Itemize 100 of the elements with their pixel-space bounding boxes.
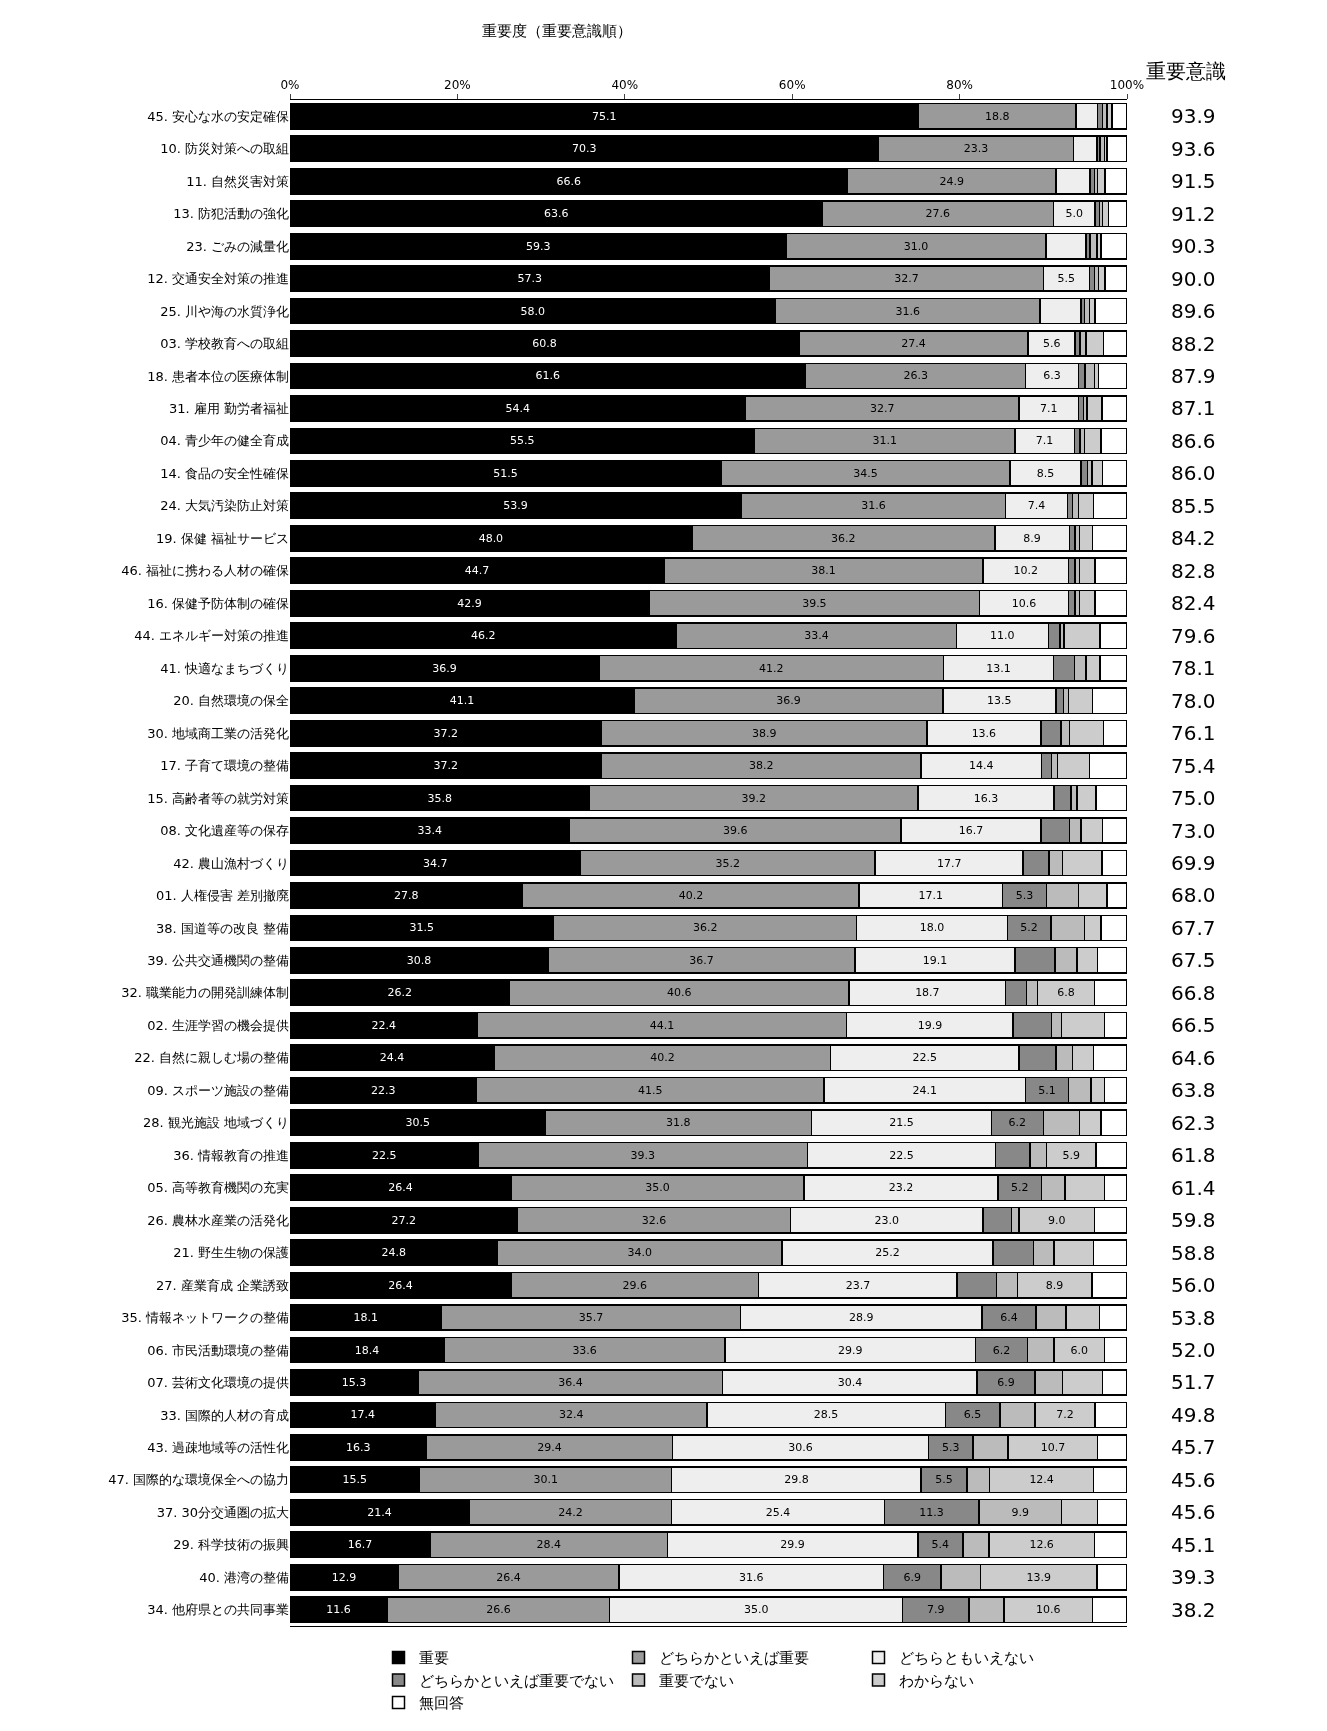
x-tick-label: 20%: [444, 78, 471, 93]
data-label: 37.2: [433, 726, 458, 740]
y-tick-label: 38. 国道等の改良 整備: [156, 920, 289, 936]
text: 38.2: [1171, 1598, 1216, 1622]
y-tick-label: 20. 自然環境の保全: [173, 693, 289, 709]
data-label: 7.4: [1027, 499, 1046, 513]
data-label: 27.8: [394, 888, 419, 902]
data-label: 35.0: [645, 1181, 670, 1195]
y-tick-label: 04. 青少年の健全育成: [160, 433, 289, 449]
y-tick-label: 07. 芸術文化環境の提供: [147, 1375, 289, 1391]
data-label: 44.1: [649, 1018, 675, 1032]
data-label: 35.0: [743, 1603, 769, 1617]
data-label: 24.8: [381, 1246, 407, 1260]
text: 89.6: [1171, 299, 1216, 323]
data-label: 23.3: [963, 142, 989, 156]
data-label: 30.1: [533, 1473, 558, 1487]
data-label: 32.4: [558, 1408, 584, 1422]
data-label: 5.2: [1011, 1181, 1029, 1195]
text: 61.4: [1171, 1176, 1216, 1200]
data-label: 31.5: [409, 921, 435, 935]
data-label: 5.0: [1065, 207, 1084, 221]
data-label: 23.2: [888, 1181, 914, 1195]
data-label: 26.4: [388, 1278, 413, 1292]
y-tick-label: 43. 過疎地域等の活性化: [147, 1439, 289, 1455]
data-label: 25.4: [765, 1505, 791, 1519]
y-tick-label: 14. 食品の安全性確保: [160, 465, 289, 481]
data-label: 5.6: [1042, 337, 1061, 351]
text: 90.3: [1171, 234, 1216, 258]
data-label: 57.3: [517, 272, 543, 286]
text: 75.0: [1171, 786, 1216, 810]
data-label: 15.5: [342, 1473, 368, 1487]
data-label: 24.2: [558, 1505, 583, 1519]
y-tick-label: 15. 高齢者等の就労対策: [147, 790, 289, 806]
data-label: 36.9: [776, 694, 801, 708]
x-tick-label: 80%: [946, 78, 973, 93]
data-label: 10.6: [1036, 1603, 1061, 1617]
data-label: 5.5: [1057, 272, 1076, 286]
data-label: 48.0: [478, 531, 504, 545]
data-label: 35.8: [427, 791, 453, 805]
data-label: 70.3: [571, 142, 597, 156]
data-label: 25.2: [875, 1246, 900, 1260]
text: 88.2: [1171, 332, 1216, 356]
data-label: 28.9: [849, 1311, 874, 1325]
data-label: 41.2: [759, 661, 784, 675]
text: 87.1: [1171, 396, 1216, 420]
bar: [1100, 232, 1127, 260]
text: 45.6: [1171, 1500, 1216, 1524]
y-tick-label: 46. 福祉に携わる人材の確保: [121, 563, 289, 579]
data-label: 12.6: [1029, 1538, 1054, 1552]
data-label: 6.8: [1057, 986, 1075, 1000]
text: 85.5: [1171, 494, 1216, 518]
bar: [1106, 135, 1127, 163]
data-label: 21.5: [889, 1116, 914, 1130]
y-tick-label: 40. 港湾の整備: [199, 1569, 289, 1585]
data-label: 36.7: [689, 953, 714, 967]
data-label: 6.2: [1008, 1116, 1027, 1130]
data-label: 10.7: [1040, 1440, 1066, 1454]
data-label: 27.4: [901, 337, 926, 351]
data-label: 36.4: [558, 1375, 583, 1389]
data-label: 5.5: [935, 1473, 953, 1487]
data-label: 6.3: [1043, 369, 1061, 383]
data-label: 6.4: [1000, 1311, 1018, 1325]
data-label: 22.5: [912, 1051, 938, 1065]
data-label: 31.8: [666, 1116, 691, 1130]
legend-label: どちらともいえない: [898, 1649, 1034, 1668]
y-tick-label: 31. 雇用 勤労者福祉: [169, 401, 289, 416]
text: 49.8: [1171, 1403, 1216, 1427]
data-label: 31.0: [903, 239, 929, 253]
data-label: 26.6: [486, 1603, 511, 1617]
y-tick-label: 41. 快適なまちづくり: [160, 660, 289, 676]
y-tick-label: 36. 情報教育の推進: [173, 1147, 289, 1163]
text: 93.9: [1171, 104, 1216, 128]
bar: [1099, 135, 1106, 163]
y-tick-label: 03. 学校教育への取組: [160, 336, 289, 352]
text: 66.5: [1171, 1013, 1216, 1037]
data-label: 40.6: [666, 986, 692, 1000]
legend-label: わからない: [898, 1671, 974, 1690]
y-tick-label: 35. 情報ネットワークの整備: [121, 1310, 289, 1326]
legend-label: どちらかといえば重要: [658, 1649, 809, 1668]
data-label: 6.5: [963, 1408, 982, 1422]
y-tick-label: 32. 職業能力の開発訓練体制: [121, 985, 289, 1001]
data-label: 22.3: [371, 1083, 396, 1097]
y-tick-label: 28. 観光施設 地域づくり: [143, 1115, 289, 1131]
y-tick-label: 47. 国際的な環境保全への協力: [108, 1472, 289, 1488]
y-tick-label: 25. 川や海の水質浄化: [160, 303, 289, 319]
data-label: 33.4: [417, 824, 443, 838]
data-label: 61.6: [535, 369, 561, 383]
data-label: 8.5: [1036, 466, 1055, 480]
text: 75.4: [1171, 754, 1216, 778]
legend-label: 重要でない: [658, 1671, 734, 1690]
text: 62.3: [1171, 1111, 1216, 1135]
y-tick-label: 05. 高等教育機関の充実: [147, 1180, 289, 1196]
data-label: 16.7: [347, 1538, 373, 1552]
text: 82.4: [1171, 591, 1216, 615]
y-tick-label: 18. 患者本位の医療体制: [147, 368, 289, 384]
data-label: 9.9: [1011, 1505, 1030, 1519]
data-label: 30.8: [406, 953, 432, 967]
text: 68.0: [1171, 883, 1216, 907]
text: 86.0: [1171, 461, 1216, 485]
legend-label: どちらかといえば重要でない: [418, 1671, 614, 1690]
